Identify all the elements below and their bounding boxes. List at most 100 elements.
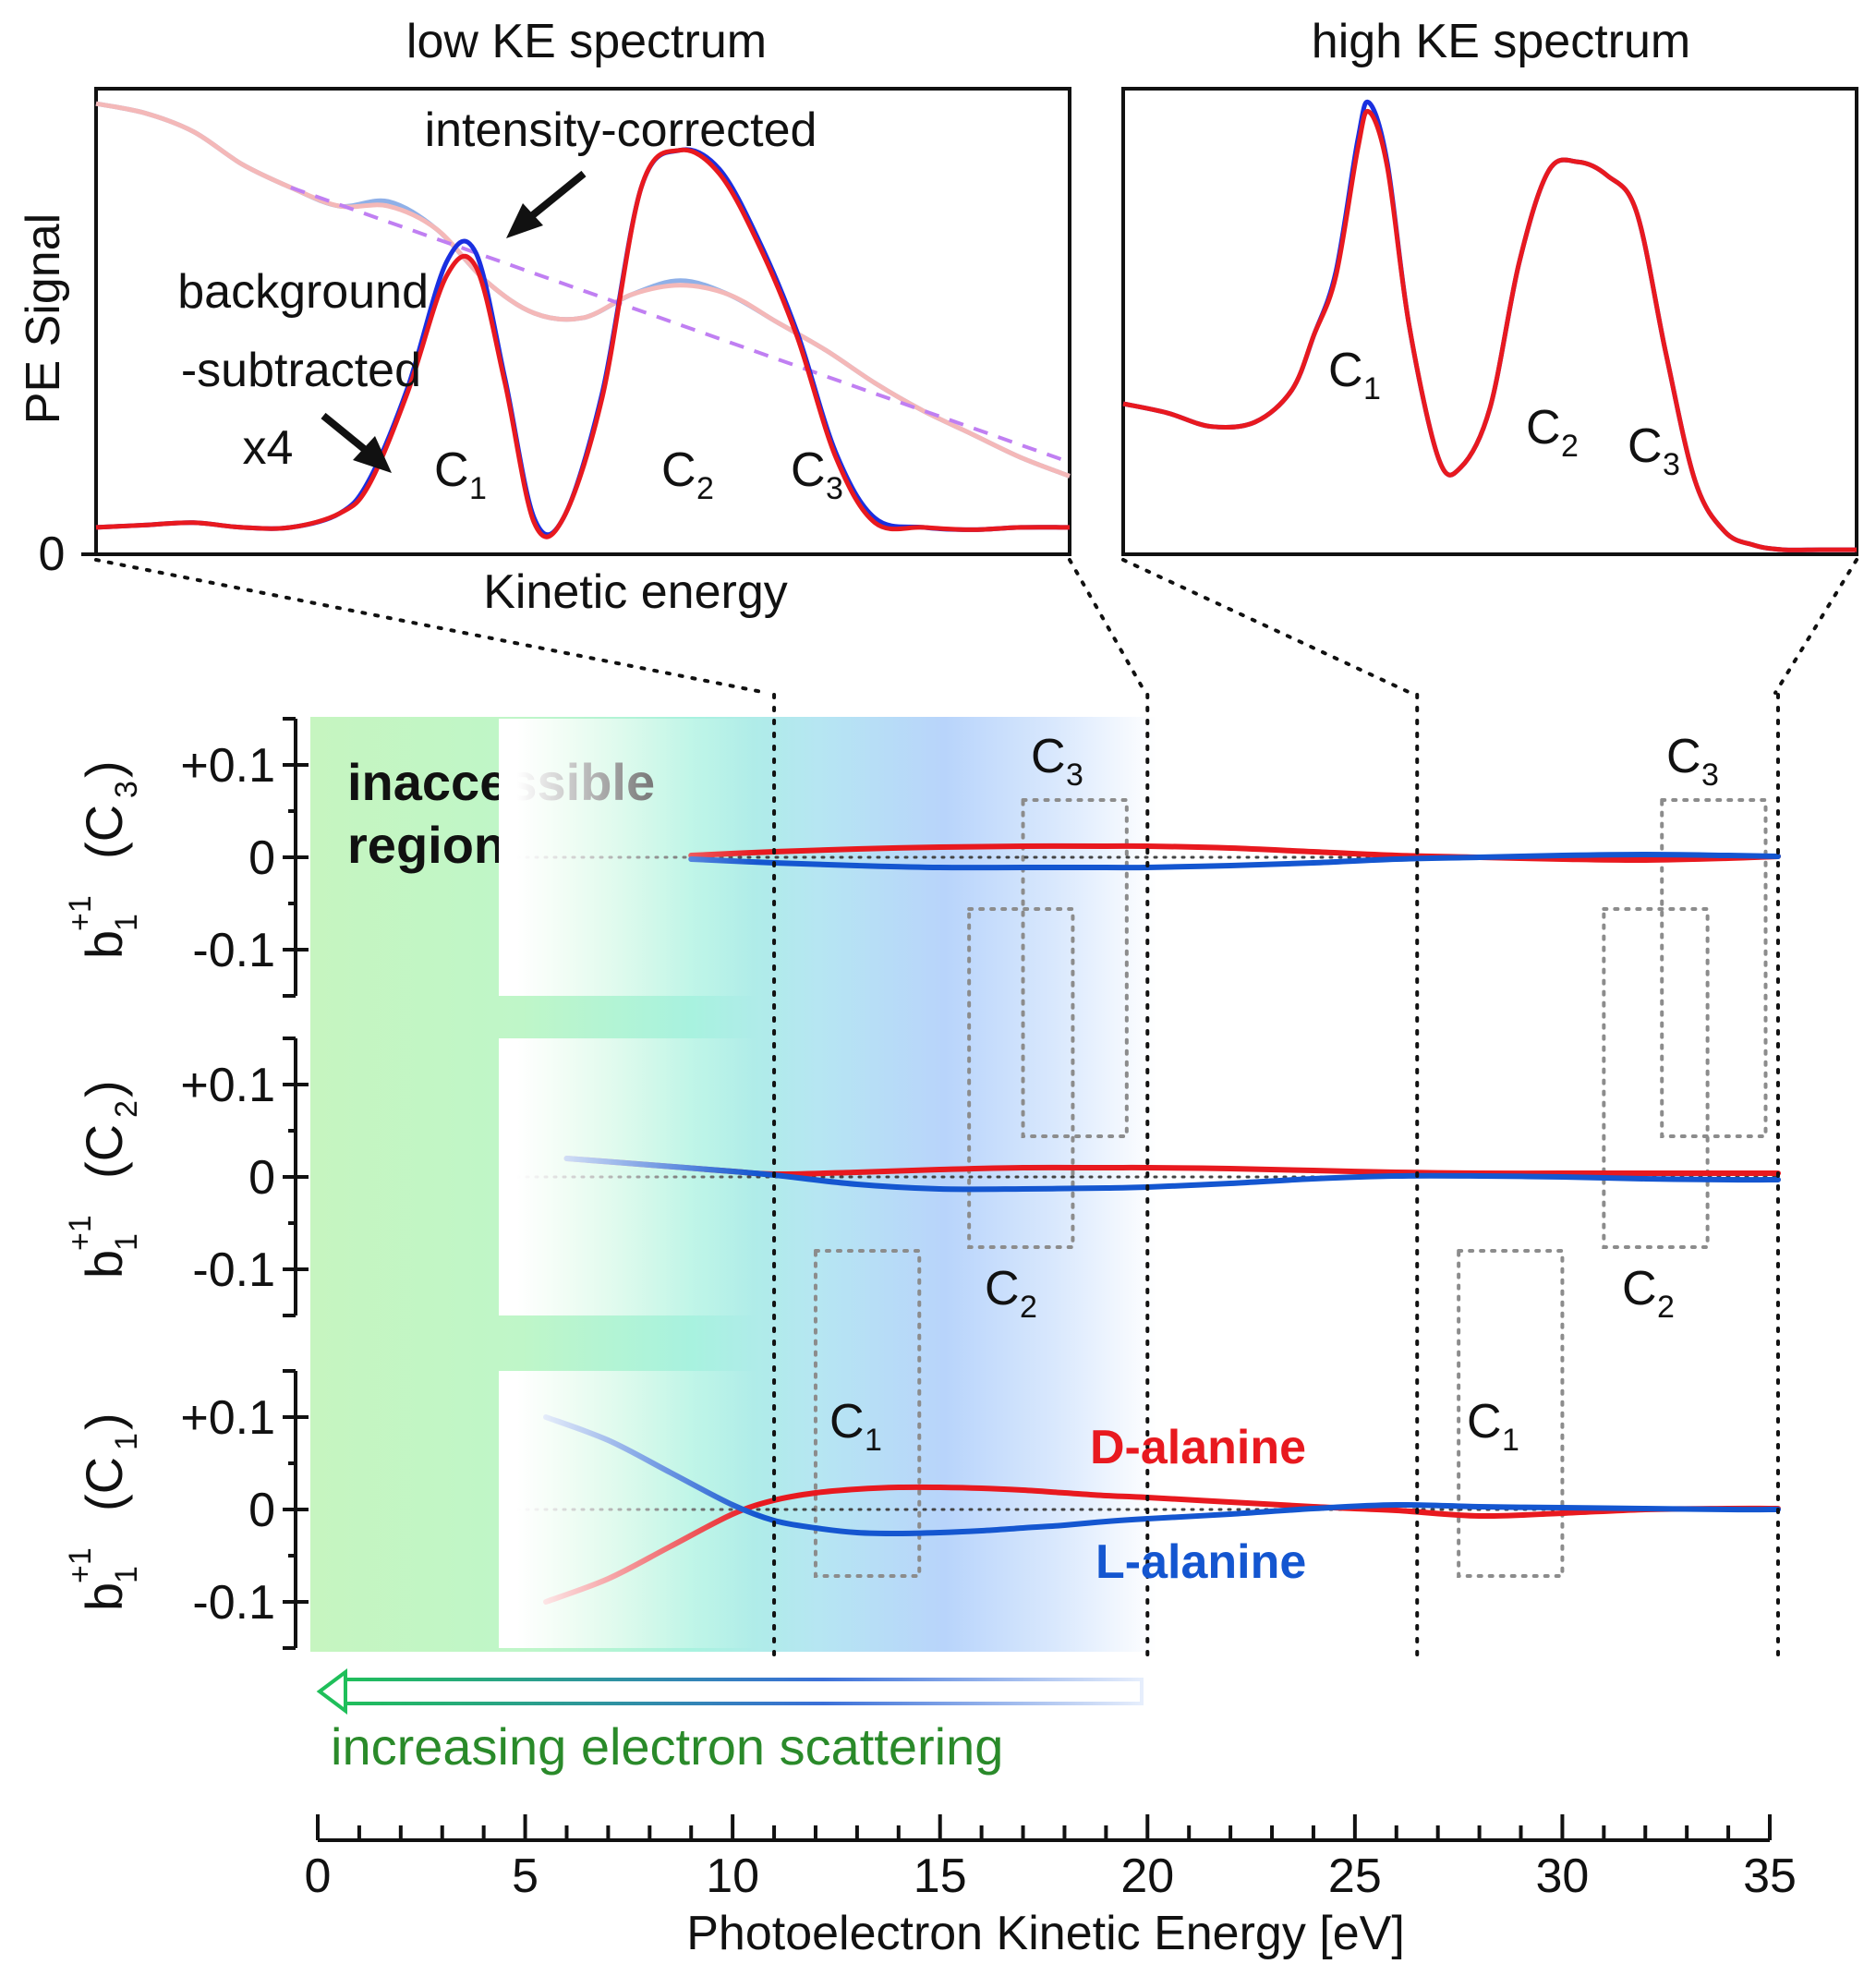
connector-low-left — [94, 558, 769, 695]
b1-ylabel-part-2: +1 — [63, 895, 98, 931]
b1-ylabel-part-1: 1 — [109, 1566, 144, 1583]
svg-text:2: 2 — [1020, 1290, 1037, 1325]
b1-ytick-label-C1-1: 0 — [248, 1484, 275, 1537]
svg-text:2: 2 — [696, 471, 714, 506]
b1-ylabel-part-0: b — [75, 1582, 133, 1611]
connector-high-right — [1773, 558, 1858, 695]
b1-ytick-label-C2-2: -0.1 — [192, 1243, 275, 1297]
peak-window-box-4 — [1602, 907, 1710, 1249]
legend-d-alanine: D-alanine — [1090, 1421, 1306, 1474]
b1-panel-C3: +0.1 0 -0.1 b1 +1 (C 3) — [63, 717, 1781, 998]
svg-text:C: C — [1628, 419, 1663, 473]
b1-ytick-label-C2-0: +0.1 — [180, 1059, 275, 1112]
svg-text:C: C — [985, 1262, 1020, 1315]
high-ke-series-0 — [1122, 99, 1857, 552]
svg-text:C: C — [829, 1395, 865, 1449]
svg-text:C: C — [661, 443, 696, 497]
svg-text:1: 1 — [1502, 1423, 1519, 1458]
b1-ylabel-part-2: +1 — [63, 1215, 98, 1251]
bottom-tick-label-0: 0 — [305, 1849, 332, 1903]
svg-text:3: 3 — [1066, 758, 1083, 793]
bottom-tick-label-20: 20 — [1120, 1849, 1174, 1903]
bottom-tick-label-35: 35 — [1743, 1849, 1797, 1903]
low-ke-series-4 — [95, 147, 1071, 539]
svg-text:C: C — [1467, 1395, 1502, 1449]
box-label-c1-left: C 1 — [829, 1395, 882, 1458]
zoom-connectors — [94, 558, 1858, 695]
low-ke-peak-c2: C 2 — [661, 443, 714, 506]
svg-text:3: 3 — [826, 471, 843, 506]
high-ke-frame — [1121, 87, 1858, 556]
low-ke-series-1 — [95, 101, 1071, 479]
b1-fade-C1 — [499, 1371, 767, 1648]
b1-ylabel-part-3: (C — [75, 1457, 133, 1511]
b1-ytick-label-C1-0: +0.1 — [180, 1391, 275, 1445]
svg-text:C: C — [1031, 730, 1066, 783]
bottom-tick-label-30: 30 — [1536, 1849, 1590, 1903]
svg-text:C: C — [1526, 401, 1561, 455]
b1-ylabel-part-3: (C — [75, 805, 133, 859]
low-ke-title: low KE spectrum — [406, 15, 767, 68]
b1-fade-C3 — [499, 719, 767, 996]
scattering-arrow-head — [316, 1668, 347, 1715]
low-ke-frame — [94, 87, 1071, 556]
svg-text:3: 3 — [1701, 758, 1719, 793]
box-label-c2-right: C 2 — [1622, 1262, 1675, 1325]
high-ke-peak-c3: C 3 — [1628, 419, 1680, 482]
b1-ylabel-part-4: 2 — [109, 1100, 144, 1118]
svg-text:C: C — [791, 443, 826, 497]
b1-ylabel-C1: b1+1(C1) — [63, 1412, 144, 1611]
intensity-corrected-arrow-shaft — [522, 170, 587, 225]
background-label-line2: -subtracted — [181, 344, 421, 397]
svg-text:2: 2 — [1561, 429, 1579, 464]
svg-text:1: 1 — [865, 1423, 882, 1458]
low-ke-ylabel: PE Signal — [17, 213, 70, 424]
svg-text:C: C — [1328, 344, 1363, 397]
b1-ylabel-part-1: 1 — [109, 914, 144, 931]
b1-series-C3-l — [688, 851, 1781, 871]
intensity-corrected-arrow-head — [506, 203, 543, 238]
low-ke-series-3 — [95, 147, 1071, 538]
b1-ylabel-part-5: ) — [75, 1412, 133, 1430]
b1-ytick-label-C3-2: -0.1 — [192, 924, 275, 977]
bottom-tick-label-10: 10 — [706, 1849, 759, 1903]
high-ke-peak-c1: C 1 — [1328, 344, 1381, 406]
b1-ylabel-part-4: 3 — [109, 781, 144, 798]
bottom-xlabel: Photoelectron Kinetic Energy [eV] — [686, 1907, 1405, 1960]
b1-ylabel-part-1: 1 — [109, 1233, 144, 1251]
low-ke-peak-c3: C 3 — [791, 443, 843, 506]
low-ke-y-zero: 0 — [39, 527, 66, 581]
b1-ytick-label-C3-0: +0.1 — [180, 739, 275, 793]
b1-ylabel-part-5: ) — [75, 760, 133, 778]
b1-ylabel-part-0: b — [75, 1250, 133, 1279]
b1-ylabel-C3: b1 +1 (C 3) — [63, 760, 144, 959]
scattering-arrow-shaft — [342, 1678, 1144, 1705]
peak-window-box-3 — [1660, 798, 1768, 1138]
peak-window-boxes — [813, 798, 1768, 1578]
b1-series-C3-d — [688, 843, 1781, 864]
background-arrow-head — [353, 436, 392, 473]
b1-ylabel-part-5: ) — [75, 1080, 133, 1097]
box-label-c3-left: C 3 — [1031, 730, 1083, 793]
svg-text:C: C — [1622, 1262, 1657, 1315]
svg-text:1: 1 — [469, 471, 487, 506]
scale-x4-label: x4 — [243, 421, 294, 475]
svg-text:region: region — [347, 816, 505, 874]
svg-text:3: 3 — [1663, 447, 1680, 482]
b1-panels: +0.10-0.1b1+1(C3)+0.10-0.1b1+1(C2)+0.10-… — [63, 717, 1781, 1650]
connector-low-right — [1068, 558, 1147, 695]
low-ke-series-2 — [290, 186, 1071, 465]
b1-ytick-label-C1-2: -0.1 — [192, 1576, 275, 1630]
b1-ylabel-C2: b1 +1 (C 2) — [63, 1080, 144, 1279]
legend-l-alanine: L-alanine — [1095, 1535, 1306, 1589]
high-ke-title: high KE spectrum — [1312, 15, 1690, 68]
peak-window-box-2 — [813, 1249, 922, 1578]
intensity-corrected-label: intensity-corrected — [425, 103, 817, 157]
b1-ylabel-part-2: +1 — [63, 1547, 98, 1583]
low-ke-plot-area — [95, 101, 1071, 539]
b1-ylabel-part-0: b — [75, 930, 133, 959]
peak-window-box-5 — [1457, 1249, 1565, 1578]
bottom-tick-label-5: 5 — [512, 1849, 539, 1903]
